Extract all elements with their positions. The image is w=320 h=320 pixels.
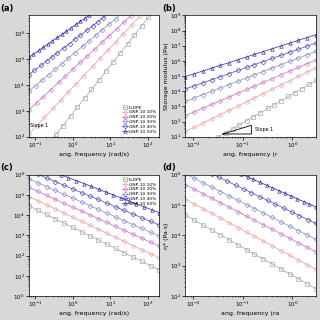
Text: Slope 1: Slope 1	[255, 127, 274, 132]
Text: Slope 1: Slope 1	[30, 123, 49, 128]
Text: (a): (a)	[0, 4, 14, 13]
Text: (c): (c)	[0, 163, 13, 172]
Legend: LLDPE, GNP-10 10%, GNP-10 20%, GNP-10 30%, GNP-10 40%, GNP-10 50%: LLDPE, GNP-10 10%, GNP-10 20%, GNP-10 30…	[121, 105, 157, 134]
Y-axis label: Storage modulus (Pa): Storage modulus (Pa)	[164, 42, 169, 110]
X-axis label: ang. frequency (rad/s): ang. frequency (rad/s)	[59, 311, 129, 316]
X-axis label: ang. frequency (ra: ang. frequency (ra	[221, 311, 280, 316]
X-axis label: ang. frequency (rad/s): ang. frequency (rad/s)	[59, 152, 129, 156]
Y-axis label: η* (Pa·s): η* (Pa·s)	[164, 222, 169, 249]
Text: (b): (b)	[162, 4, 176, 13]
Text: (d): (d)	[162, 163, 176, 172]
X-axis label: ang. frequency (r: ang. frequency (r	[223, 152, 278, 156]
Legend: LLDPE, GNP-10 10%, GNP-10 20%, GNP-10 30%, GNP-10 40%, GNP-10 50%: LLDPE, GNP-10 10%, GNP-10 20%, GNP-10 30…	[121, 177, 157, 207]
